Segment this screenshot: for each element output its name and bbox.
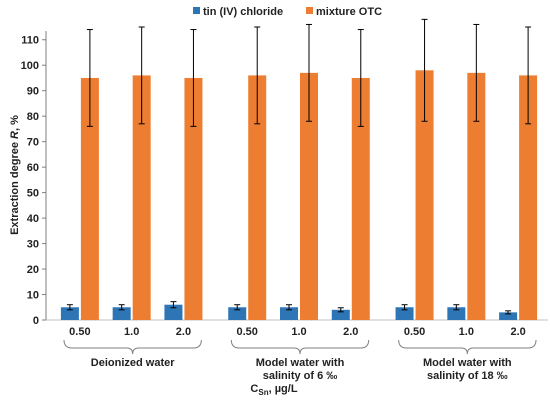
legend-swatch-otc <box>306 7 313 14</box>
x-category-label: 0.50 <box>237 326 258 338</box>
bar-tin <box>395 307 414 320</box>
bar-otc <box>248 75 267 321</box>
y-axis-title: Extraction degree R, % <box>9 115 21 235</box>
group-brace <box>63 339 202 355</box>
y-tick-label: 40 <box>27 213 39 225</box>
legend-label-otc: mixture OTC <box>316 6 382 18</box>
bar-tin <box>228 307 247 320</box>
y-tick-label: 30 <box>27 239 39 251</box>
bar-tin <box>331 309 350 320</box>
group-braces: Deionized water Model water withsalinity … <box>63 339 537 382</box>
x-category-label: 0.50 <box>69 326 90 338</box>
bar-otc <box>132 75 151 321</box>
group-label-line2: salinity of 6 ‰ <box>263 370 338 382</box>
legend: tin (IV) chloride mixture OTC <box>193 6 382 18</box>
group-label-line1: Model water with <box>256 357 345 369</box>
bar-tin <box>280 307 298 320</box>
legend-swatch-tin <box>193 7 200 14</box>
x-category-label: 2.0 <box>510 326 525 338</box>
x-axis-categories: 0.50 1.0 2.0 0.50 1.0 2.0 0.50 1.0 2.0 <box>69 326 526 338</box>
bar-otc <box>300 72 318 320</box>
group-brace <box>230 339 370 355</box>
bar-tin <box>164 304 183 320</box>
group-label-line1: Deionized water <box>91 357 175 369</box>
y-tick-label: 110 <box>21 35 39 47</box>
y-tick-label: 10 <box>27 290 39 302</box>
x-category-label: 2.0 <box>343 326 358 338</box>
y-tick-label: 90 <box>27 86 39 98</box>
y-tick-label: 100 <box>21 60 39 72</box>
group-brace <box>398 339 537 355</box>
bar-tin <box>499 312 518 320</box>
bar-otc <box>184 77 203 321</box>
y-tick-label: 0 <box>33 315 39 327</box>
x-axis-title: CSn, µg/L <box>250 383 297 397</box>
bar-otc <box>467 72 486 320</box>
bar-tin <box>112 307 131 320</box>
x-category-label: 1.0 <box>291 326 306 338</box>
legend-label-tin: tin (IV) chloride <box>203 6 283 18</box>
group-label-line2: salinity of 18 ‰ <box>427 370 508 382</box>
bar-tin <box>447 307 466 320</box>
bar-tin <box>60 307 79 320</box>
y-tick-label: 50 <box>27 188 39 200</box>
y-tick-label: 80 <box>27 111 39 123</box>
y-tick-label: 20 <box>27 264 39 276</box>
x-category-label: 0.50 <box>404 326 425 338</box>
bar-otc <box>351 77 370 321</box>
bar-otc <box>80 77 99 321</box>
y-tick-label: 60 <box>27 162 39 174</box>
bar-otc <box>519 75 538 321</box>
plot-area <box>60 18 538 321</box>
bar-otc <box>415 70 434 320</box>
x-category-label: 2.0 <box>176 326 191 338</box>
group-label-line1: Model water with <box>423 357 512 369</box>
x-category-label: 1.0 <box>459 326 474 338</box>
x-category-label: 1.0 <box>124 326 139 338</box>
y-tick-label: 70 <box>27 137 39 149</box>
